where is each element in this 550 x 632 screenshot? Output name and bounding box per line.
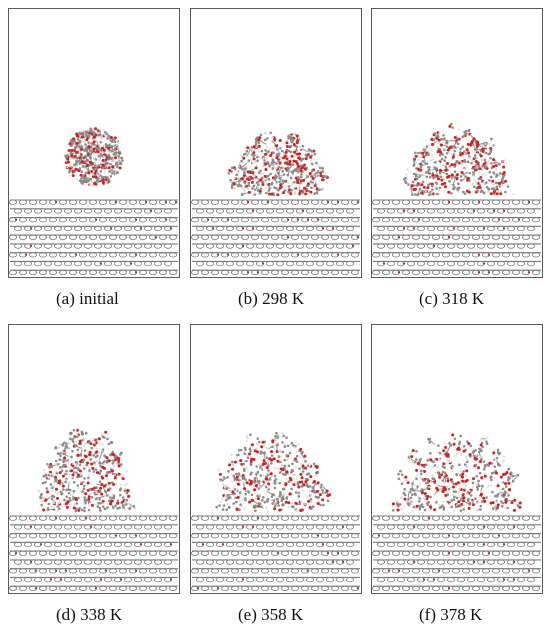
md-snapshot (372, 433, 541, 592)
graphene-substrate (372, 515, 541, 592)
graphene-substrate (9, 515, 178, 592)
md-snapshot (191, 431, 360, 592)
polymer-cluster (215, 431, 332, 513)
simulation-box-c (371, 8, 543, 278)
graphene-substrate (9, 199, 178, 276)
simulation-box-b (190, 8, 362, 278)
caption-c: (c) 318 K (419, 289, 485, 308)
caption-b: (b) 298 K (238, 289, 305, 308)
caption-f: (f) 378 K (419, 605, 483, 624)
md-snapshot (191, 131, 360, 276)
polymer-cluster (37, 428, 137, 513)
simulation-box-d (8, 324, 180, 594)
md-snapshot (9, 428, 178, 592)
simulation-box-e (190, 324, 362, 594)
graphene-substrate (372, 199, 541, 276)
caption-d: (d) 338 K (56, 605, 123, 624)
md-snapshot (9, 127, 178, 276)
polymer-cluster (227, 131, 329, 197)
caption-a: (a) initial (56, 289, 119, 308)
md-snapshot (372, 122, 541, 276)
polymer-cluster (391, 433, 522, 512)
simulation-box-f (371, 324, 543, 594)
polymer-cluster (403, 122, 515, 197)
simulation-box-a (8, 8, 180, 278)
polymer-cluster (64, 127, 124, 187)
caption-e: (e) 358 K (238, 605, 304, 624)
graphene-substrate (191, 199, 360, 276)
graphene-substrate (191, 515, 360, 592)
